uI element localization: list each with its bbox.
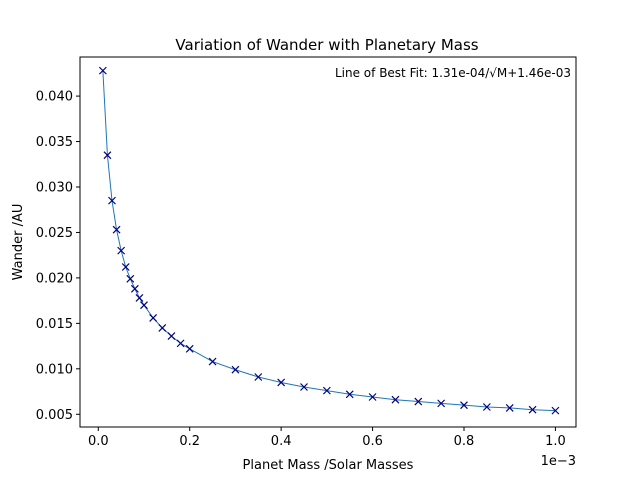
x-axis-offset-label: 1e−3 (541, 454, 576, 469)
data-point-marker (108, 196, 116, 205)
x-axis-label: Planet Mass /Solar Masses (243, 458, 414, 473)
x-tick-label: 0.8 (454, 434, 475, 449)
y-axis-label: Wander /AU (11, 204, 26, 281)
data-point-marker (231, 365, 240, 374)
data-point-marker (103, 151, 112, 160)
data-point-marker (551, 406, 560, 415)
data-point-marker (121, 263, 130, 271)
series-layer (98, 66, 560, 415)
data-point-marker (208, 357, 217, 366)
plot-area: 0.0 0.2 0.4 0.6 0.8 1.0 0.0050.0100.0150.0200… (36, 56, 577, 449)
y-tick-label: 0.015 (36, 317, 73, 332)
chart-title: Variation of Wander with Planetary Mass (175, 36, 478, 54)
data-point-marker (437, 399, 446, 408)
data-point-marker (254, 373, 263, 381)
x-tick-label: 0.0 (88, 434, 109, 449)
y-tick-label: 0.010 (36, 362, 73, 377)
data-point-marker (482, 403, 491, 411)
y-tick-label: 0.005 (36, 408, 73, 423)
data-point-marker (528, 405, 537, 414)
data-point-marker (149, 313, 158, 322)
x-tick-label: 0.4 (271, 434, 292, 449)
x-tick-label: 0.2 (179, 434, 200, 449)
data-point-marker (140, 301, 148, 310)
data-point-marker (126, 274, 135, 283)
data-point-marker (345, 390, 354, 399)
y-tick-label: 0.035 (36, 135, 73, 150)
y-tick-label: 0.025 (36, 226, 73, 241)
best-fit-annotation: Line of Best Fit: 1.31e-04/√M+1.46e-03 (335, 66, 571, 80)
data-point-marker (98, 66, 107, 75)
data-point-marker (322, 386, 331, 395)
data-point-marker (112, 225, 121, 234)
data-point-marker (277, 378, 286, 387)
x-tick-label: 0.6 (362, 434, 383, 449)
plot-frame (79, 56, 577, 428)
y-tick-label: 0.020 (36, 271, 73, 286)
x-tick-label: 1.0 (545, 434, 566, 449)
x-axis-ticks: 0.0 0.2 0.4 0.6 0.8 1.0 (88, 427, 566, 449)
y-tick-label: 0.030 (36, 181, 73, 196)
data-point-marker (167, 332, 176, 341)
data-point-marker (135, 293, 144, 302)
data-point-marker (368, 393, 377, 401)
data-point-marker (176, 339, 185, 348)
data-point-marker (158, 323, 167, 332)
data-point-marker (130, 284, 139, 293)
data-point-marker (505, 403, 514, 412)
data-point-marker (117, 246, 126, 255)
data-point-marker (414, 397, 423, 406)
data-point-marker (300, 383, 308, 391)
data-point-marker (185, 344, 194, 353)
data-point-marker (391, 395, 400, 404)
y-axis-ticks: 0.005 0.010 0.015 0.020 0.025 0.030 0.035 0.040 (36, 90, 80, 423)
y-tick-label: 0.040 (36, 90, 73, 105)
data-point-marker (460, 401, 468, 410)
